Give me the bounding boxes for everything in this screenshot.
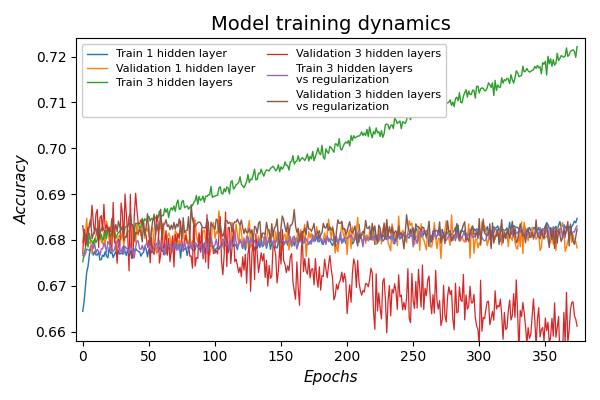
Validation 1 hidden layer — [377, 228, 384, 232]
Train 3 hidden layers
vs regularization — [556, 226, 563, 231]
Validation 3 hidden layers
vs regularization — [378, 234, 385, 239]
Title: Model training dynamics: Model training dynamics — [211, 15, 451, 34]
Train 3 hidden layers — [574, 44, 581, 49]
Y-axis label: Accuracy: Accuracy — [15, 155, 30, 224]
Validation 1 hidden layer — [556, 232, 563, 236]
Validation 3 hidden layers — [555, 314, 562, 319]
Validation 1 hidden layer — [201, 228, 208, 232]
Train 1 hidden layer — [248, 242, 256, 246]
Line: Train 1 hidden layer: Train 1 hidden layer — [83, 218, 577, 312]
Train 3 hidden layers
vs regularization — [574, 224, 581, 228]
Train 3 hidden layers — [248, 177, 256, 182]
Train 1 hidden layer — [375, 237, 382, 242]
Train 3 hidden layers
vs regularization — [250, 237, 257, 242]
Validation 1 hidden layer — [574, 246, 581, 250]
Validation 1 hidden layer — [250, 239, 257, 244]
Train 3 hidden layers
vs regularization — [239, 246, 246, 251]
Train 3 hidden layers
vs regularization — [131, 256, 138, 260]
Validation 3 hidden layers
vs regularization — [276, 247, 283, 252]
Train 3 hidden layers — [326, 144, 334, 149]
Line: Validation 1 hidden layer: Validation 1 hidden layer — [83, 211, 577, 258]
Legend: Train 1 hidden layer, Validation 1 hidden layer, Train 3 hidden layers, Validati: Train 1 hidden layer, Validation 1 hidde… — [82, 44, 446, 117]
Validation 3 hidden layers
vs regularization — [188, 202, 195, 207]
X-axis label: Epochs: Epochs — [303, 370, 358, 385]
Train 3 hidden layers
vs regularization — [543, 223, 550, 228]
Validation 3 hidden layers
vs regularization — [574, 226, 581, 231]
Train 3 hidden layers — [554, 51, 561, 56]
Validation 3 hidden layers
vs regularization — [556, 232, 563, 237]
Validation 1 hidden layer — [328, 236, 335, 241]
Validation 3 hidden layers — [202, 260, 209, 264]
Line: Train 3 hidden layers: Train 3 hidden layers — [83, 47, 577, 262]
Validation 1 hidden layer — [239, 242, 246, 247]
Train 1 hidden layer — [238, 240, 245, 245]
Validation 1 hidden layer — [215, 208, 223, 213]
Validation 3 hidden layers
vs regularization — [329, 225, 336, 230]
Validation 3 hidden layers — [377, 306, 384, 311]
Validation 3 hidden layers — [557, 358, 565, 363]
Train 3 hidden layers — [201, 200, 208, 204]
Train 1 hidden layer — [201, 247, 208, 252]
Train 3 hidden layers — [238, 182, 245, 187]
Line: Validation 3 hidden layers: Validation 3 hidden layers — [83, 193, 577, 360]
Validation 3 hidden layers — [132, 191, 139, 196]
Train 1 hidden layer — [574, 216, 581, 221]
Train 1 hidden layer — [79, 309, 86, 314]
Line: Validation 3 hidden layers
vs regularization: Validation 3 hidden layers vs regulariza… — [83, 205, 577, 249]
Validation 3 hidden layers — [250, 238, 257, 243]
Train 3 hidden layers
vs regularization — [328, 236, 335, 241]
Train 3 hidden layers — [375, 129, 382, 134]
Train 3 hidden layers
vs regularization — [377, 232, 384, 236]
Train 3 hidden layers
vs regularization — [202, 239, 209, 244]
Validation 3 hidden layers
vs regularization — [79, 223, 86, 228]
Train 3 hidden layers — [79, 259, 86, 264]
Line: Train 3 hidden layers
vs regularization: Train 3 hidden layers vs regularization — [83, 226, 577, 258]
Train 3 hidden layers
vs regularization — [79, 253, 86, 258]
Validation 3 hidden layers
vs regularization — [202, 226, 209, 230]
Validation 3 hidden layers
vs regularization — [239, 225, 246, 230]
Validation 3 hidden layers — [574, 324, 581, 329]
Validation 1 hidden layer — [79, 240, 86, 245]
Train 1 hidden layer — [326, 238, 334, 243]
Validation 3 hidden layers
vs regularization — [250, 238, 257, 243]
Validation 3 hidden layers — [239, 254, 246, 259]
Validation 3 hidden layers — [328, 267, 335, 272]
Validation 3 hidden layers — [79, 251, 86, 256]
Validation 1 hidden layer — [437, 256, 445, 261]
Train 1 hidden layer — [554, 228, 561, 233]
